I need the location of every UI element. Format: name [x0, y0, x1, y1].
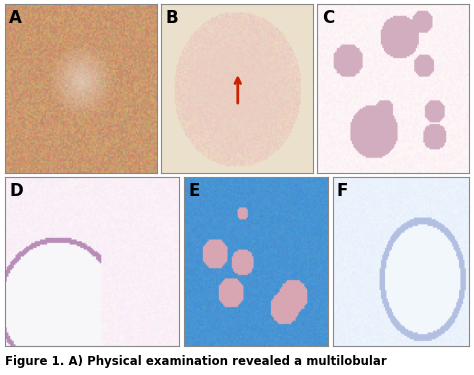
Text: B: B [165, 9, 178, 27]
Text: D: D [10, 182, 24, 200]
Text: F: F [337, 182, 348, 200]
Text: E: E [188, 182, 200, 200]
Text: A: A [9, 9, 22, 27]
Text: Figure 1. A) Physical examination revealed a multilobular: Figure 1. A) Physical examination reveal… [5, 355, 386, 368]
Text: C: C [322, 9, 334, 27]
